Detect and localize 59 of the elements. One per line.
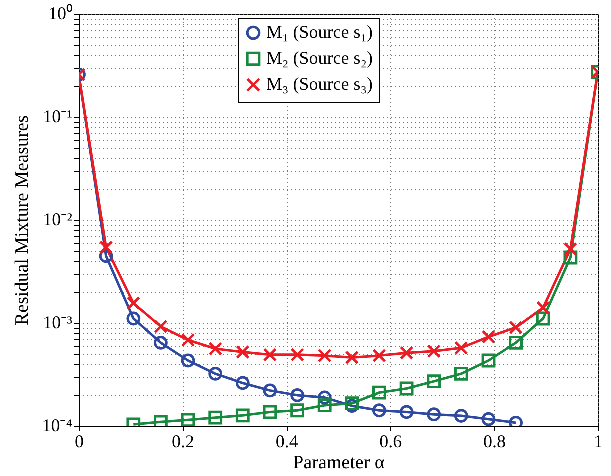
point [427, 344, 442, 358]
point [126, 296, 141, 310]
point [509, 320, 523, 335]
point [482, 354, 496, 368]
x-tick-label: 0 [75, 432, 84, 452]
y-tick-label: 10⁰ [48, 4, 72, 24]
legend-label: M₁ (Source s₁) [266, 22, 374, 42]
x-axis-title: Parameter α [293, 452, 385, 474]
point [454, 367, 468, 381]
point [99, 240, 114, 255]
point [181, 333, 196, 348]
legend-label: M₂ (Source s₂) [266, 48, 374, 68]
point [181, 354, 196, 368]
point [290, 348, 304, 362]
point [263, 384, 278, 398]
point [482, 330, 496, 344]
point [208, 410, 223, 425]
point [236, 376, 250, 390]
point [372, 386, 386, 400]
point [154, 336, 168, 350]
point [126, 312, 141, 326]
point [236, 345, 250, 360]
point [509, 336, 523, 350]
point [290, 404, 304, 418]
point [372, 404, 386, 418]
x-tick-label: 1 [594, 432, 603, 452]
point [400, 346, 414, 360]
x-tick-label: 0.2 [172, 432, 195, 452]
x-tick-label: 0.4 [276, 432, 298, 452]
point [236, 408, 250, 423]
point [482, 412, 496, 426]
x-tick-label: 0.8 [483, 432, 506, 452]
point [345, 396, 360, 411]
point [208, 367, 223, 381]
point [400, 405, 414, 420]
y-tick-label: 10⁻³ [43, 312, 74, 332]
point [427, 374, 442, 389]
point [154, 320, 168, 334]
y-tick-label: 10⁻² [43, 210, 72, 230]
x-tick-label: 0.6 [380, 432, 402, 452]
point [454, 341, 468, 356]
point [372, 348, 386, 363]
point [427, 408, 442, 422]
point [208, 342, 223, 356]
point [564, 242, 578, 256]
y-axis-title: Residual Mixture Measures [12, 115, 34, 326]
point [454, 409, 468, 423]
point [345, 350, 360, 365]
point [181, 413, 196, 426]
y-tick-label: 10⁻⁴ [42, 416, 72, 436]
point [318, 398, 332, 412]
point [536, 301, 550, 315]
point [290, 388, 304, 402]
legend-label: M₃ (Source s₃) [266, 74, 374, 94]
point [263, 348, 278, 362]
point [318, 348, 332, 363]
point [263, 405, 278, 420]
y-tick-label: 10⁻¹ [43, 106, 72, 126]
point [400, 382, 414, 396]
